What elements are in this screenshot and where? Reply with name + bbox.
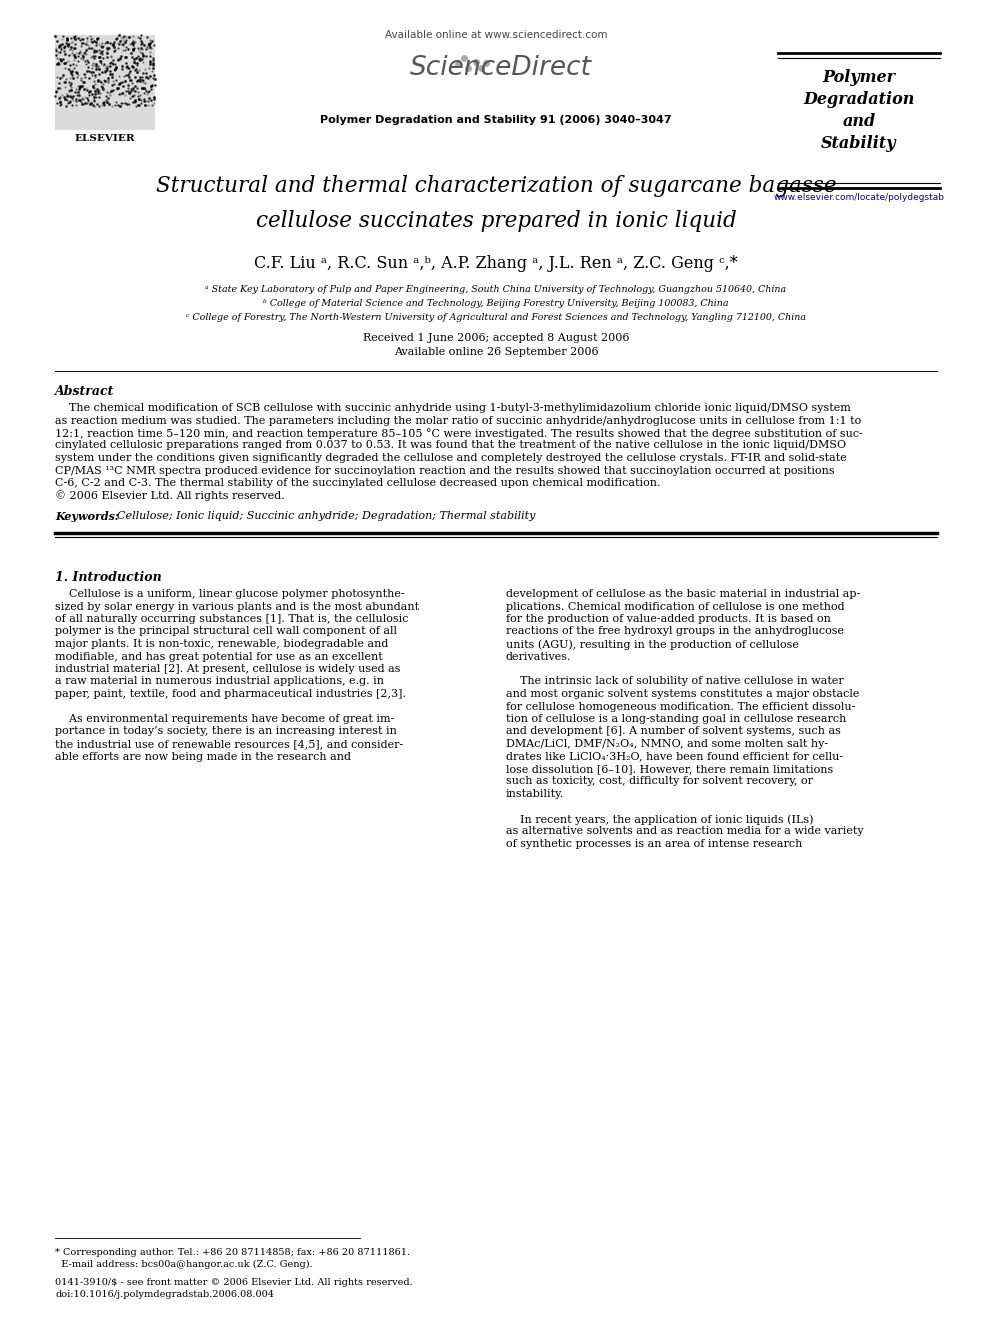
- Text: development of cellulose as the basic material in industrial ap-: development of cellulose as the basic ma…: [506, 589, 860, 599]
- Text: reactions of the free hydroxyl groups in the anhydroglucose: reactions of the free hydroxyl groups in…: [506, 627, 844, 636]
- Text: Polymer: Polymer: [822, 69, 896, 86]
- Text: E-mail address: bcs00a@hangor.ac.uk (Z.C. Geng).: E-mail address: bcs00a@hangor.ac.uk (Z.C…: [55, 1259, 312, 1269]
- Text: and development [6]. A number of solvent systems, such as: and development [6]. A number of solvent…: [506, 726, 841, 737]
- Text: able efforts are now being made in the research and: able efforts are now being made in the r…: [55, 751, 351, 762]
- Text: Cellulose is a uniform, linear glucose polymer photosynthe-: Cellulose is a uniform, linear glucose p…: [55, 589, 405, 599]
- Bar: [55, 34, 155, 130]
- Text: as alternative solvents and as reaction media for a wide variety: as alternative solvents and as reaction …: [506, 827, 864, 836]
- Text: Stability: Stability: [821, 135, 897, 152]
- Text: © 2006 Elsevier Ltd. All rights reserved.: © 2006 Elsevier Ltd. All rights reserved…: [55, 491, 285, 501]
- Text: Degradation: Degradation: [804, 91, 915, 108]
- Text: Available online at www.sciencedirect.com: Available online at www.sciencedirect.co…: [385, 30, 607, 40]
- Text: ELSEVIER: ELSEVIER: [74, 134, 135, 143]
- Text: cinylated cellulosic preparations ranged from 0.037 to 0.53. It was found that t: cinylated cellulosic preparations ranged…: [55, 441, 846, 451]
- Text: ᶜ College of Forestry, The North-Western University of Agricultural and Forest S: ᶜ College of Forestry, The North-Western…: [186, 314, 806, 321]
- Text: and most organic solvent systems constitutes a major obstacle: and most organic solvent systems constit…: [506, 689, 859, 699]
- Text: 12:1, reaction time 5–120 min, and reaction temperature 85–105 °C were investiga: 12:1, reaction time 5–120 min, and react…: [55, 429, 863, 439]
- Text: The chemical modification of SCB cellulose with succinic anhydride using 1-butyl: The chemical modification of SCB cellulo…: [55, 404, 851, 413]
- Text: Received 1 June 2006; accepted 8 August 2006: Received 1 June 2006; accepted 8 August …: [363, 333, 629, 343]
- Text: polymer is the principal structural cell wall component of all: polymer is the principal structural cell…: [55, 627, 397, 636]
- Text: for the production of value-added products. It is based on: for the production of value-added produc…: [506, 614, 831, 624]
- Text: ᵇ College of Material Science and Technology, Beijing Forestry University, Beiji: ᵇ College of Material Science and Techno…: [263, 299, 729, 308]
- Text: drates like LiClO₄·3H₂O, have been found efficient for cellu-: drates like LiClO₄·3H₂O, have been found…: [506, 751, 843, 762]
- Text: doi:10.1016/j.polymdegradstab.2006.08.004: doi:10.1016/j.polymdegradstab.2006.08.00…: [55, 1290, 274, 1299]
- Text: tion of cellulose is a long-standing goal in cellulose research: tion of cellulose is a long-standing goa…: [506, 714, 846, 724]
- Text: ᵃ State Key Laboratory of Pulp and Paper Engineering, South China University of : ᵃ State Key Laboratory of Pulp and Paper…: [205, 284, 787, 294]
- Text: Polymer Degradation and Stability 91 (2006) 3040–3047: Polymer Degradation and Stability 91 (20…: [320, 115, 672, 124]
- Text: derivatives.: derivatives.: [506, 651, 571, 662]
- Text: CP/MAS ¹³C NMR spectra produced evidence for succinoylation reaction and the res: CP/MAS ¹³C NMR spectra produced evidence…: [55, 466, 834, 475]
- Text: portance in today’s society, there is an increasing interest in: portance in today’s society, there is an…: [55, 726, 397, 737]
- Text: sized by solar energy in various plants and is the most abundant: sized by solar energy in various plants …: [55, 602, 420, 611]
- Text: of synthetic processes is an area of intense research: of synthetic processes is an area of int…: [506, 839, 803, 849]
- Text: In recent years, the application of ionic liquids (ILs): In recent years, the application of ioni…: [506, 814, 813, 824]
- Text: Available online 26 September 2006: Available online 26 September 2006: [394, 347, 598, 357]
- Text: cellulose succinates prepared in ionic liquid: cellulose succinates prepared in ionic l…: [256, 210, 736, 232]
- Text: modifiable, and has great potential for use as an excellent: modifiable, and has great potential for …: [55, 651, 383, 662]
- Text: ScienceDirect: ScienceDirect: [410, 56, 592, 81]
- Text: As environmental requirements have become of great im-: As environmental requirements have becom…: [55, 714, 395, 724]
- Text: instability.: instability.: [506, 789, 564, 799]
- Text: of all naturally occurring substances [1]. That is, the cellulosic: of all naturally occurring substances [1…: [55, 614, 409, 624]
- Text: www.elsevier.com/locate/polydegstab: www.elsevier.com/locate/polydegstab: [774, 193, 944, 202]
- Text: Structural and thermal characterization of sugarcane bagasse: Structural and thermal characterization …: [156, 175, 836, 197]
- Text: * Corresponding author. Tel.: +86 20 87114858; fax: +86 20 87111861.: * Corresponding author. Tel.: +86 20 871…: [55, 1248, 410, 1257]
- Text: major plants. It is non-toxic, renewable, biodegradable and: major plants. It is non-toxic, renewable…: [55, 639, 389, 650]
- Text: such as toxicity, cost, difficulty for solvent recovery, or: such as toxicity, cost, difficulty for s…: [506, 777, 813, 786]
- Text: units (AGU), resulting in the production of cellulose: units (AGU), resulting in the production…: [506, 639, 799, 650]
- Text: C-6, C-2 and C-3. The thermal stability of the succinylated cellulose decreased : C-6, C-2 and C-3. The thermal stability …: [55, 478, 661, 488]
- Text: plications. Chemical modification of cellulose is one method: plications. Chemical modification of cel…: [506, 602, 844, 611]
- Text: The intrinsic lack of solubility of native cellulose in water: The intrinsic lack of solubility of nati…: [506, 676, 844, 687]
- Text: 1. Introduction: 1. Introduction: [55, 572, 162, 583]
- Text: Abstract: Abstract: [55, 385, 114, 398]
- Text: system under the conditions given significantly degraded the cellulose and compl: system under the conditions given signif…: [55, 452, 847, 463]
- Text: the industrial use of renewable resources [4,5], and consider-: the industrial use of renewable resource…: [55, 740, 404, 749]
- Text: paper, paint, textile, food and pharmaceutical industries [2,3].: paper, paint, textile, food and pharmace…: [55, 689, 406, 699]
- Text: and: and: [842, 112, 876, 130]
- Text: a raw material in numerous industrial applications, e.g. in: a raw material in numerous industrial ap…: [55, 676, 384, 687]
- Text: Keywords:: Keywords:: [55, 511, 123, 523]
- Text: Cellulose; Ionic liquid; Succinic anhydride; Degradation; Thermal stability: Cellulose; Ionic liquid; Succinic anhydr…: [117, 511, 536, 521]
- Text: C.F. Liu ᵃ, R.C. Sun ᵃ,ᵇ, A.P. Zhang ᵃ, J.L. Ren ᵃ, Z.C. Geng ᶜ,*: C.F. Liu ᵃ, R.C. Sun ᵃ,ᵇ, A.P. Zhang ᵃ, …: [254, 255, 738, 273]
- Text: as reaction medium was studied. The parameters including the molar ratio of succ: as reaction medium was studied. The para…: [55, 415, 861, 426]
- Text: for cellulose homogeneous modification. The efficient dissolu-: for cellulose homogeneous modification. …: [506, 701, 855, 712]
- Text: DMAc/LiCl, DMF/N₂O₄, NMNO, and some molten salt hy-: DMAc/LiCl, DMF/N₂O₄, NMNO, and some molt…: [506, 740, 828, 749]
- Text: 0141-3910/$ - see front matter © 2006 Elsevier Ltd. All rights reserved.: 0141-3910/$ - see front matter © 2006 El…: [55, 1278, 413, 1287]
- Text: lose dissolution [6–10]. However, there remain limitations: lose dissolution [6–10]. However, there …: [506, 763, 833, 774]
- Text: industrial material [2]. At present, cellulose is widely used as: industrial material [2]. At present, cel…: [55, 664, 401, 673]
